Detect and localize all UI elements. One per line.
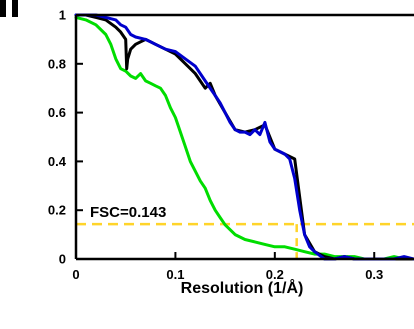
panel-letter-fragment-2 [12, 0, 18, 17]
series-line-1 [74, 13, 414, 261]
fsc-threshold-label: FSC=0.143 [90, 204, 166, 221]
axes: 0 0.2 0.4 0.6 0.8 1 0 0.1 0.2 0.3 [48, 8, 414, 282]
series-layer [74, 13, 414, 261]
series-line-2 [74, 15, 414, 261]
x-tick-label: 0.2 [266, 267, 284, 282]
y-tick-label: 0.8 [48, 56, 66, 71]
y-tick-label: 0 [59, 252, 66, 267]
x-tick-label: 0.1 [166, 267, 184, 282]
x-tick-label: 0 [72, 267, 79, 282]
y-tick-label: 0.4 [48, 154, 67, 169]
y-tick-label: 0.6 [48, 105, 66, 120]
threshold-layer [76, 222, 414, 259]
x-axis-title: Resolution (1/Å) [181, 278, 304, 297]
panel-letter-fragment [0, 0, 6, 17]
y-tick-label: 1 [59, 8, 66, 23]
x-tick-label: 0.3 [365, 267, 383, 282]
y-tick-label: 0.2 [48, 203, 66, 218]
